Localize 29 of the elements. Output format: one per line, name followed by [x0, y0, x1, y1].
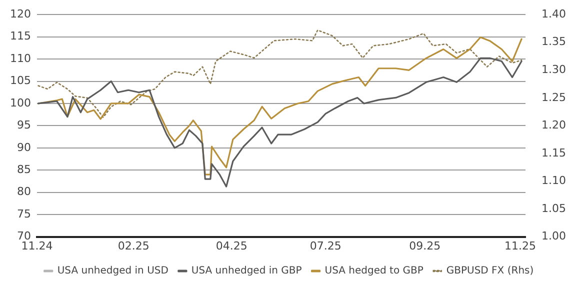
x-tick-label: 04.25	[216, 239, 248, 252]
y2-tick-label: 1.20	[542, 118, 566, 132]
y-tick-label: 100	[10, 96, 31, 110]
y-tick-label: 120	[10, 7, 31, 20]
y-tick-label: 80	[16, 185, 31, 198]
legend-label: USA unhedged in GBP	[191, 266, 302, 277]
x-tick-label: 07.25	[310, 239, 342, 252]
y2-tick-label: 1.05	[542, 202, 566, 215]
y2-tick-label: 1.30	[542, 63, 566, 76]
y-tick-label: 90	[16, 140, 31, 154]
y2-tick-label: 1.10	[542, 174, 566, 188]
y-tick-label: 95	[16, 118, 31, 132]
y-tick-label: 105	[10, 74, 31, 88]
x-tick-label: 09.25	[409, 239, 441, 252]
y-tick-label: 85	[16, 163, 31, 176]
legend-label: USA hedged to GBP	[324, 266, 424, 277]
x-tick-label: 02.25	[118, 239, 150, 252]
y2-tick-label: 1.35	[542, 35, 566, 48]
legend-label: GBPUSD FX (Rhs)	[446, 266, 534, 277]
x-tick-label: 11.25	[504, 239, 536, 252]
line-series	[38, 30, 522, 118]
y-tick-label: 110	[10, 52, 31, 65]
y2-tick-label: 1.00	[542, 230, 566, 243]
y-tick-label: 75	[16, 207, 31, 220]
legend-label: USA unhedged in USD	[57, 266, 169, 277]
y2-tick-label: 1.15	[542, 146, 566, 160]
y2-tick-label: 1.25	[542, 90, 566, 104]
y2-tick-label: 1.40	[542, 7, 566, 20]
y-tick-label: 115	[10, 30, 31, 43]
